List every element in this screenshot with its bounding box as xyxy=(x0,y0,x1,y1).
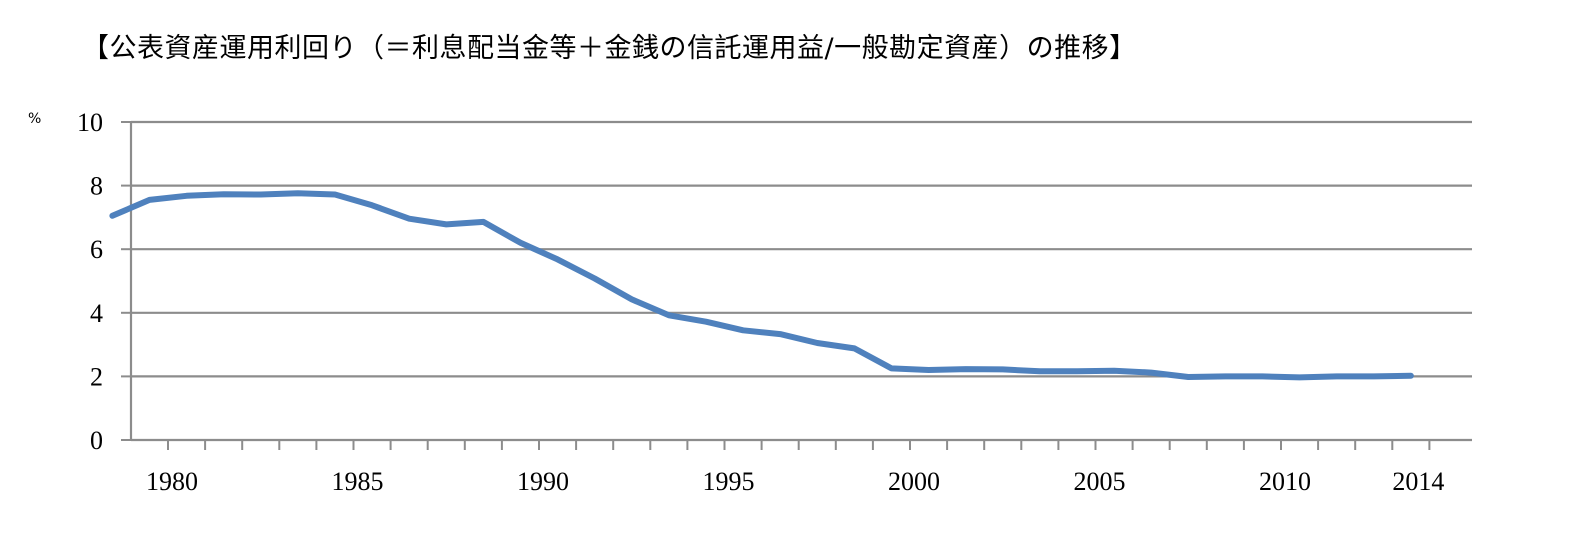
y-tick-label: 2 xyxy=(90,362,103,391)
x-tick-label: 1995 xyxy=(703,467,755,496)
axis-layer xyxy=(121,121,1472,450)
y-tick-label: 8 xyxy=(90,172,103,201)
x-tick-label: 2010 xyxy=(1259,467,1311,496)
y-tick-label: 6 xyxy=(90,235,103,264)
x-tick-label: 1980 xyxy=(146,467,198,496)
x-tick-label: 2000 xyxy=(888,467,940,496)
x-tick-label: 1990 xyxy=(517,467,569,496)
y-axis-unit-label: % xyxy=(28,111,41,127)
series-line xyxy=(109,190,1414,381)
x-tick-label: 2014 xyxy=(1392,467,1444,496)
y-tick-label: 10 xyxy=(77,108,103,137)
x-tick-label: 1985 xyxy=(332,467,384,496)
y-tick-label: 0 xyxy=(90,426,103,455)
chart-title: 【公表資産運用利回り（＝利息配当金等＋金銭の信託運用益/一般勘定資産）の推移】 xyxy=(82,33,1137,64)
label-layer: 0 2 4 6 8 10 1980 1985 1990 1995 2000 2005 2010 2014 xyxy=(77,108,1444,496)
series-layer xyxy=(109,190,1414,381)
y-tick-label: 4 xyxy=(90,299,103,328)
x-tick-label: 2005 xyxy=(1074,467,1126,496)
